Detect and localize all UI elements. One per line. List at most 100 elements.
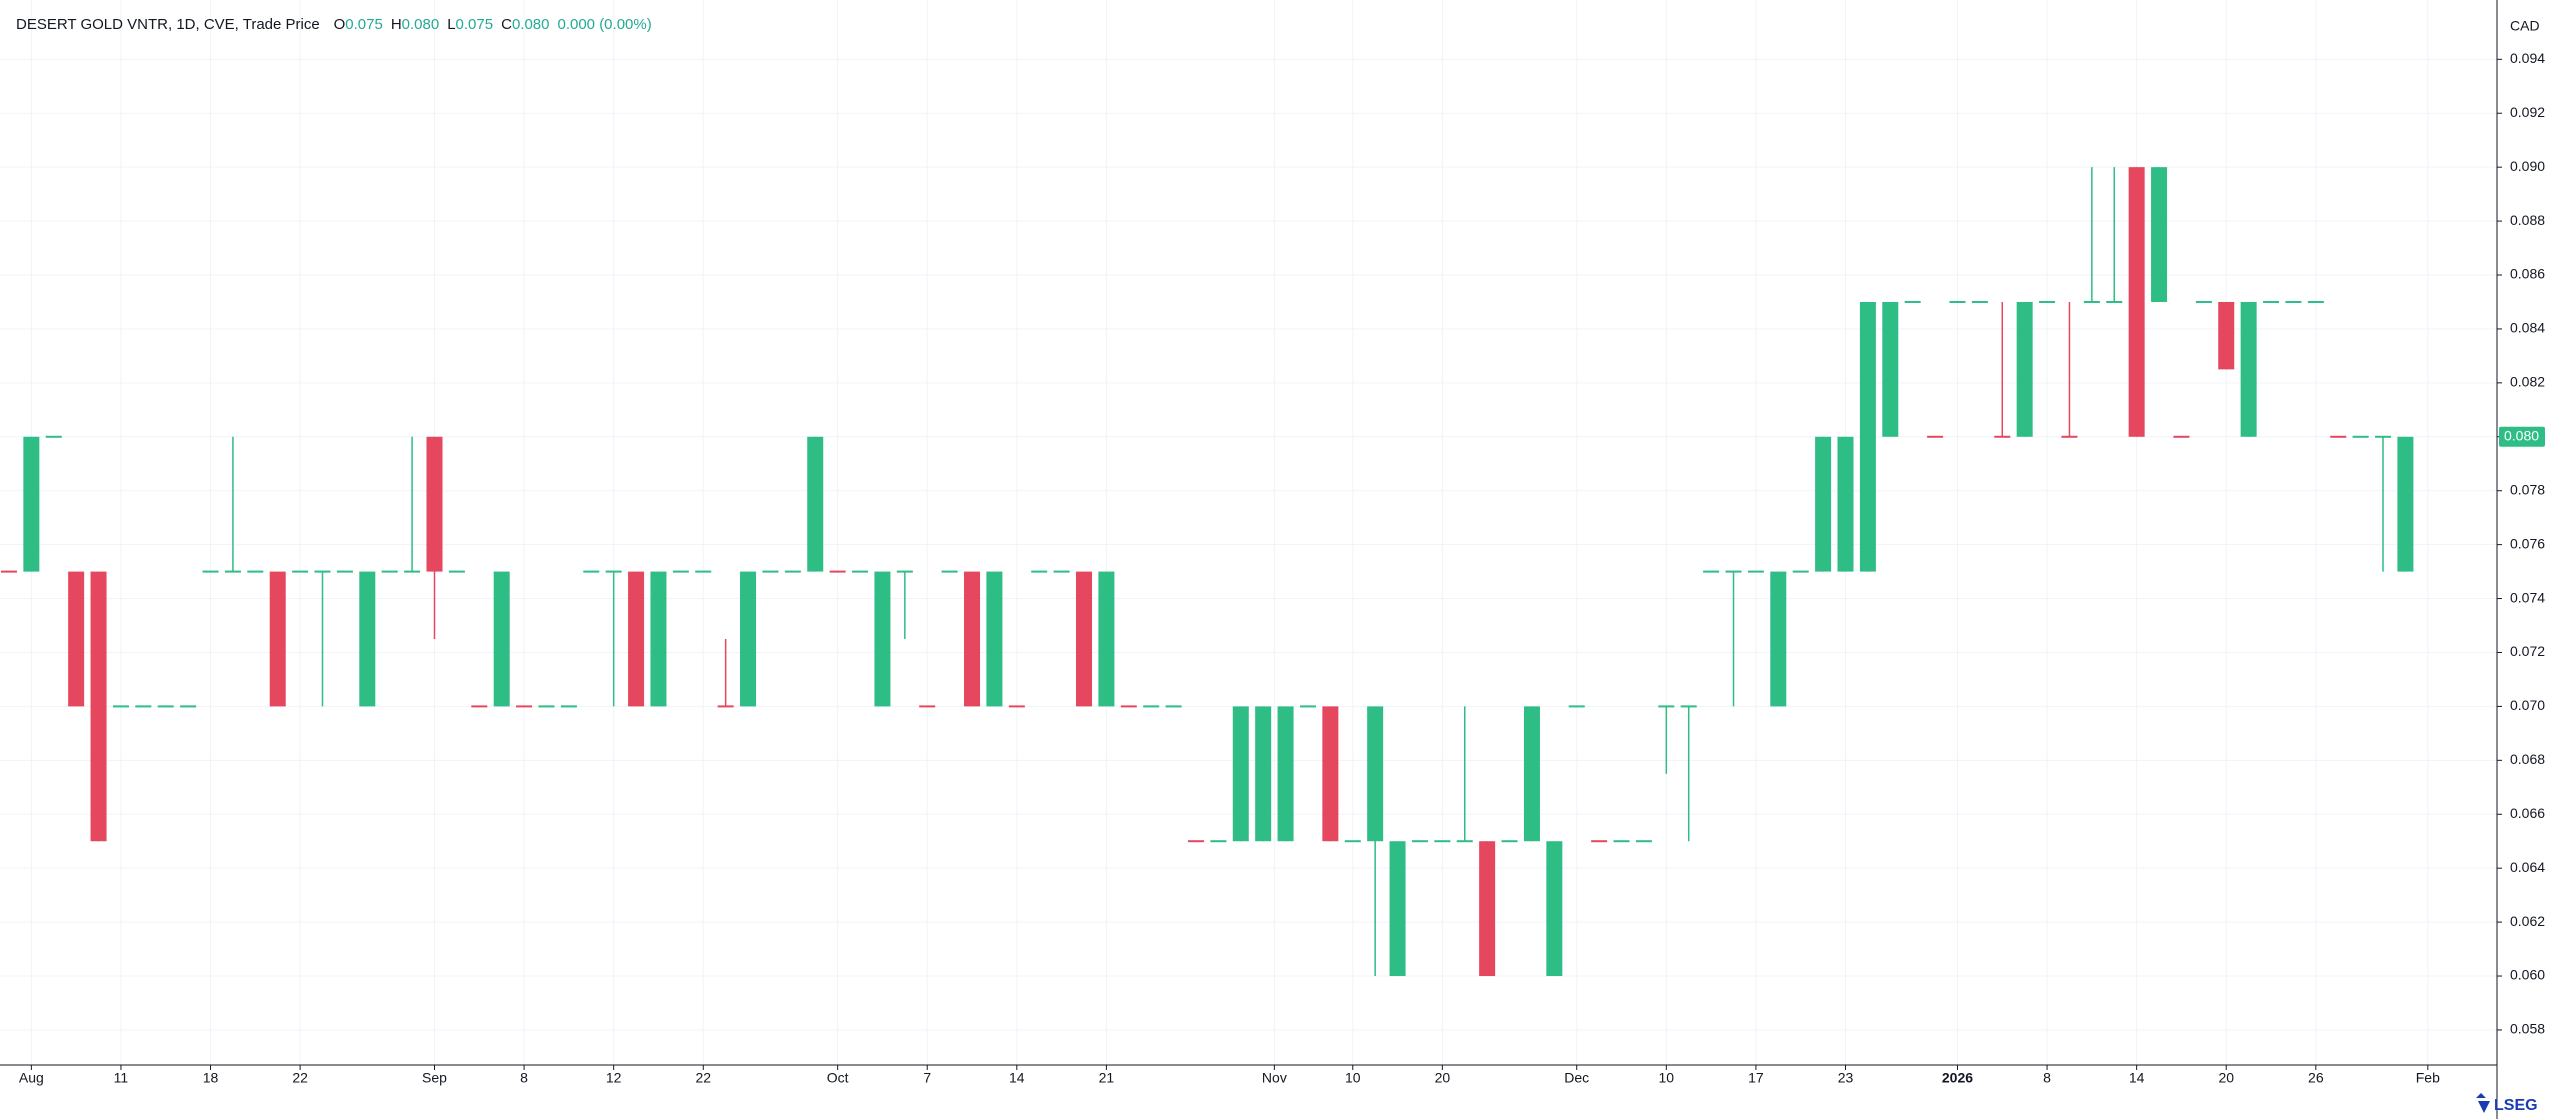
x-tick-label: 2026: [1942, 1070, 1973, 1086]
y-tick-label: 0.070: [2510, 697, 2545, 713]
candle-body: [404, 570, 421, 573]
candle-body: [1949, 300, 1966, 303]
x-tick-label: 17: [1748, 1070, 1764, 1086]
x-tick-label: 18: [203, 1070, 219, 1086]
candle-body: [2240, 301, 2257, 437]
candle-body: [740, 571, 757, 707]
candle-body: [538, 705, 555, 708]
candle-body: [180, 705, 197, 708]
legend-title: DESERT GOLD VNTR, 1D, CVE, Trade Price: [16, 16, 320, 33]
candle-body: [1501, 840, 1518, 843]
candle-body: [1053, 570, 1070, 573]
candle-body: [336, 570, 353, 573]
candle-body: [381, 570, 398, 573]
x-tick-label: 11: [114, 1070, 129, 1086]
candle-body: [852, 570, 869, 573]
candle-body: [2285, 300, 2302, 303]
x-tick-label: Aug: [19, 1070, 44, 1086]
candle-body: [359, 571, 376, 707]
candle-body: [628, 571, 645, 707]
y-tick-label: 0.078: [2510, 481, 2545, 497]
candle-body: [941, 570, 958, 573]
candle-body: [1076, 571, 1093, 707]
y-tick-label: 0.092: [2510, 104, 2545, 120]
candle-body: [1613, 840, 1630, 843]
candle-body: [919, 705, 936, 708]
candle-body: [874, 571, 891, 707]
legend-key: C: [501, 16, 512, 33]
y-tick-label: 0.072: [2510, 643, 2545, 659]
candle-body: [1523, 706, 1540, 842]
x-tick-label: 14: [1009, 1070, 1025, 1086]
candle-body: [1210, 840, 1227, 843]
x-tick-label: Nov: [1262, 1070, 1287, 1086]
candle-body: [1344, 840, 1361, 843]
legend-value: 0.075: [456, 16, 494, 33]
candle-body: [68, 571, 85, 707]
legend-key: O: [334, 16, 346, 33]
x-tick-label: 22: [292, 1070, 308, 1086]
candle-body: [2039, 300, 2056, 303]
candle-body: [2195, 300, 2212, 303]
x-tick-label: 12: [606, 1070, 622, 1086]
candle-body: [314, 570, 331, 573]
candle-body: [1456, 840, 1473, 843]
candle-body: [1299, 705, 1316, 708]
candle-body: [1187, 840, 1204, 843]
candle-body: [1120, 705, 1137, 708]
legend-value: 0.080: [512, 16, 550, 33]
y-tick-label: 0.088: [2510, 212, 2545, 228]
y-tick-label: 0.082: [2510, 374, 2545, 390]
candle-body: [1680, 705, 1697, 708]
legend: DESERT GOLD VNTR, 1D, CVE, Trade Price O…: [16, 16, 652, 33]
candle-body: [516, 705, 533, 708]
candle-body: [2218, 301, 2235, 370]
x-tick-label: 10: [1345, 1070, 1361, 1086]
y-tick-label: 0.086: [2510, 266, 2545, 282]
candle-body: [202, 570, 219, 573]
candle-body: [1770, 571, 1787, 707]
brand-name: LSEG: [2494, 1097, 2538, 1114]
candle-body: [986, 571, 1003, 707]
candle-body: [2173, 435, 2190, 438]
candle-body: [2151, 167, 2168, 302]
candle-body: [269, 571, 286, 707]
candle-body: [1322, 706, 1339, 842]
candle-body: [2397, 436, 2414, 572]
y-tick-label: 0.064: [2510, 859, 2545, 875]
candle-body: [560, 705, 577, 708]
x-tick-label: 8: [520, 1070, 528, 1086]
grid: [0, 0, 2495, 1065]
last-price-label: 0.080: [2504, 427, 2539, 443]
candle-body: [762, 570, 779, 573]
y-tick-label: 0.068: [2510, 751, 2545, 767]
candle-body: [1635, 840, 1652, 843]
x-tick-label: 10: [1659, 1070, 1675, 1086]
candle-body: [829, 570, 846, 573]
candle-body: [807, 436, 824, 572]
candle-body: [1143, 705, 1160, 708]
candle-body: [1008, 705, 1025, 708]
legend-key: H: [391, 16, 402, 33]
candle-body: [1546, 841, 1563, 977]
x-tick-label: Dec: [1564, 1070, 1589, 1086]
y-tick-label: 0.076: [2510, 535, 2545, 551]
legend-value: 0.075: [345, 16, 383, 33]
candle-body: [157, 705, 174, 708]
candle-body: [112, 705, 129, 708]
candle-body: [1859, 301, 1876, 572]
x-tick-label: 21: [1099, 1070, 1115, 1086]
y-tick-label: 0.066: [2510, 805, 2545, 821]
candle-body: [493, 571, 510, 707]
candle-body: [1568, 705, 1585, 708]
candle-body: [1658, 705, 1675, 708]
y-tick-label: 0.084: [2510, 320, 2545, 336]
x-tick-label: Oct: [827, 1070, 849, 1086]
candle-body: [1098, 571, 1115, 707]
candle-body: [2307, 300, 2324, 303]
candle-body: [2016, 301, 2033, 437]
candle-body: [650, 571, 667, 707]
candle-body: [1971, 300, 1988, 303]
